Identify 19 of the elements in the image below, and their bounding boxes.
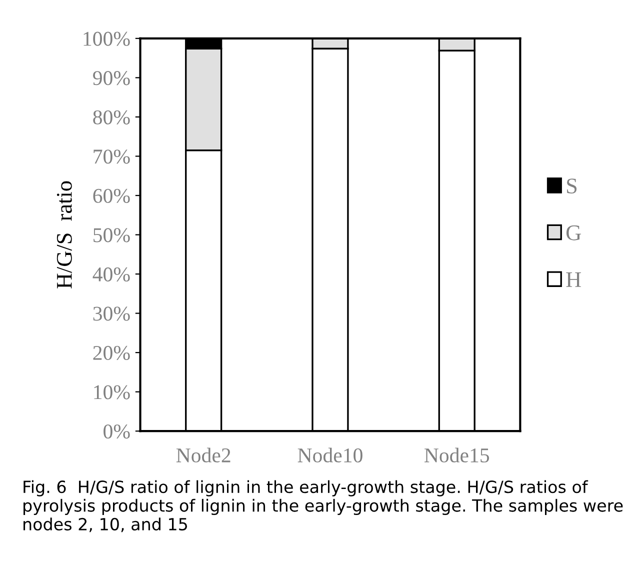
x-tick-label: Node10 <box>298 448 362 462</box>
legend-label: S <box>567 178 577 194</box>
y-axis-title: H/G/S ratio <box>56 181 72 288</box>
caption: Fig. 6 H/G/S ratio of lignin in the early-growth stage. H/G/S ratios of pyrolysis products of lignin in the early-growth stage. The samples were nodes 2, 10, and 15 <box>24 480 623 532</box>
y-tick-label: 70% <box>94 150 130 164</box>
y-tick-label: 100% <box>84 32 130 46</box>
y-tick-label: 20% <box>93 346 130 360</box>
x-tick-label: Node15 <box>424 448 490 462</box>
y-tick-label: 0% <box>104 424 130 439</box>
y-tick-label: 30% <box>93 306 130 321</box>
legend-label: G <box>566 225 581 240</box>
y-tick-label: 40% <box>92 267 130 282</box>
y-tick-label: 90% <box>93 71 130 86</box>
legend-label: H <box>566 272 581 287</box>
y-tick-label: 80% <box>93 110 130 124</box>
x-tick-label: Node2 <box>176 448 230 462</box>
y-tick-label: 60% <box>93 188 130 203</box>
y-tick-label: 50% <box>94 228 130 242</box>
y-tick-label: 10% <box>94 385 130 400</box>
